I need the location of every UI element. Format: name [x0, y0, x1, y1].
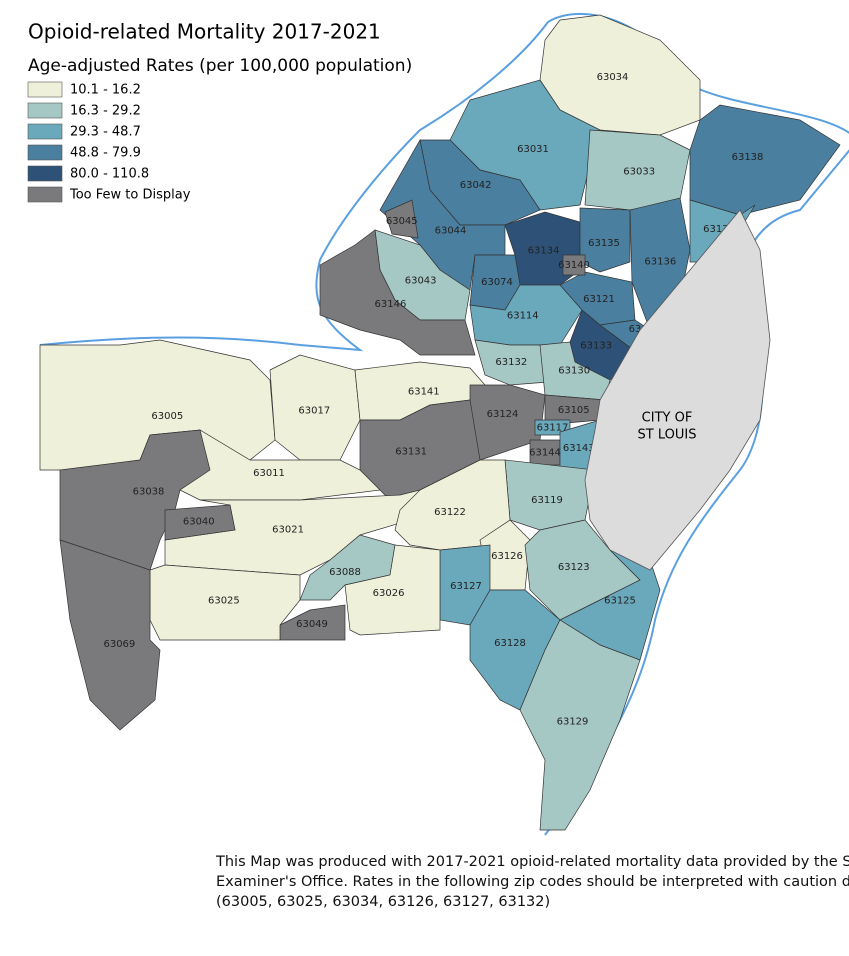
- zip-label: 63043: [405, 276, 437, 287]
- legend-swatch: [27, 144, 63, 161]
- zip-label: 63031: [517, 144, 549, 155]
- footnote-line: This Map was produced with 2017-2021 opi…: [216, 854, 849, 870]
- legend-swatch: [27, 186, 63, 203]
- zip-label: 63134: [528, 246, 560, 257]
- zip-area: [384, 199, 419, 239]
- zip-label: 63133: [580, 341, 612, 352]
- legend-swatch: [27, 165, 63, 182]
- zip-label: 63011: [253, 468, 285, 479]
- zip-area: [562, 254, 586, 276]
- zip-label: 63143: [563, 443, 595, 454]
- zip-label: 63025: [208, 596, 240, 607]
- zip-label: 63144: [529, 448, 561, 459]
- zip-label: 63128: [494, 638, 526, 649]
- city-label: ST LOUIS: [638, 428, 697, 443]
- zip-label: 63140: [558, 260, 590, 271]
- zip-label: 63119: [531, 495, 563, 506]
- legend-label: 10.1 - 16.2: [70, 83, 141, 98]
- zip-label: 63125: [604, 596, 636, 607]
- river: [39, 21, 549, 352]
- zip-label: 63136: [644, 257, 676, 268]
- zip-label: 63121: [583, 294, 615, 305]
- zip-label: 63038: [133, 487, 165, 498]
- zip-label: 63017: [298, 406, 330, 417]
- zip-area: [149, 564, 301, 641]
- map-subtitle: Age-adjusted Rates (per 100,000 populati…: [28, 56, 412, 76]
- map-title: Opioid-related Mortality 2017-2021: [28, 20, 381, 44]
- zip-label: 63127: [450, 581, 482, 592]
- zip-label: 63137: [703, 224, 735, 235]
- footnote-line: Examiner's Office. Rates in the followin…: [216, 874, 849, 890]
- legend-label: 16.3 - 29.2: [70, 104, 141, 119]
- zip-label: 63126: [491, 551, 523, 562]
- city-label: CITY OF: [642, 411, 693, 426]
- zip-label: 63021: [272, 525, 304, 536]
- legend-swatch: [27, 102, 63, 119]
- map: Opioid-related Mortality 2017-2021 Age-a…: [27, 12, 849, 836]
- zip-area: [164, 504, 236, 541]
- zip-label: 63042: [460, 180, 492, 191]
- zip-label: 63141: [408, 386, 440, 397]
- city-area: [584, 209, 771, 571]
- zip-label: 63044: [435, 226, 467, 237]
- legend-label: 80.0 - 110.8: [70, 167, 149, 182]
- legend-swatch: [27, 123, 63, 140]
- zip-label: 63069: [103, 639, 135, 650]
- zip-label: 63005: [151, 411, 183, 422]
- zip-area: [319, 229, 476, 356]
- legend-label: 48.8 - 79.9: [70, 146, 141, 161]
- zip-label: 63124: [487, 409, 519, 420]
- zip-label: 63088: [329, 567, 361, 578]
- zip-area: [269, 354, 361, 461]
- zip-area: [519, 619, 641, 831]
- zip-label: 63132: [495, 357, 527, 368]
- zip-label: 63122: [434, 507, 466, 518]
- legend-label: Too Few to Display: [69, 188, 191, 203]
- zip-label: 63114: [507, 311, 539, 322]
- zip-label: 63033: [623, 167, 655, 178]
- zip-area: [689, 104, 841, 216]
- zip-label: 63074: [481, 277, 513, 288]
- zip-label: 63049: [296, 619, 328, 630]
- footnote: This Map was produced with 2017-2021 opi…: [216, 852, 849, 912]
- footnote-line: (63005, 63025, 63034, 63126, 63127, 6313…: [216, 894, 551, 910]
- zip-area: [344, 544, 441, 636]
- legend-label: 29.3 - 48.7: [70, 125, 141, 140]
- zip-label: 63026: [373, 588, 405, 599]
- zip-label: 63135: [588, 238, 620, 249]
- zip-label: 63123: [558, 562, 590, 573]
- zip-label: 63138: [732, 152, 764, 163]
- zip-label: 63040: [183, 516, 215, 527]
- zip-label: 63034: [597, 72, 629, 83]
- zip-label: 63131: [395, 447, 427, 458]
- zip-area: [579, 207, 631, 273]
- zip-label: 63146: [375, 299, 407, 310]
- zip-label: 63130: [558, 366, 590, 377]
- zip-label: 63117: [537, 423, 569, 434]
- zip-area: [179, 429, 381, 501]
- zip-label: 63129: [557, 717, 589, 728]
- zip-label: 63105: [558, 405, 590, 416]
- zip-area: [59, 539, 161, 731]
- legend-swatch: [27, 81, 63, 98]
- zip-label: 63045: [386, 216, 418, 227]
